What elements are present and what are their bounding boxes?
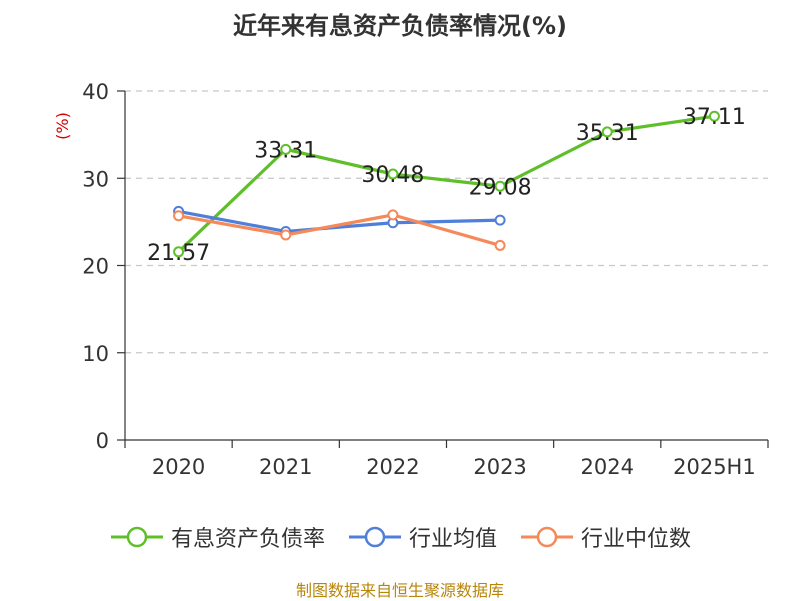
- data-label: 35.31: [576, 121, 639, 146]
- data-point[interactable]: [708, 110, 720, 122]
- y-tick-label: 30: [82, 167, 109, 191]
- legend-item-industry-median[interactable]: 行业中位数: [519, 521, 691, 553]
- data-point[interactable]: [494, 180, 506, 192]
- data-source-footer: 制图数据来自恒生聚源数据库: [295, 581, 504, 600]
- data-label: 37.11: [683, 105, 746, 130]
- data-point[interactable]: [387, 168, 399, 180]
- data-point[interactable]: [173, 246, 185, 258]
- data-label: 30.48: [361, 163, 424, 188]
- legend-label: 行业中位数: [581, 527, 692, 552]
- series-line-1: [178, 209, 501, 234]
- data-label: 33.31: [254, 138, 317, 163]
- legend-label: 有息资产负债率: [170, 527, 325, 552]
- x-tick-label: 2021: [259, 455, 312, 479]
- y-tick-label: 20: [82, 255, 109, 279]
- legend-marker-icon: [110, 526, 163, 548]
- legend-item-debt-ratio[interactable]: 有息资产负债率: [109, 521, 325, 553]
- series-line-0: [177, 114, 715, 253]
- data-point[interactable]: [601, 126, 613, 138]
- data-label: 29.08: [469, 175, 532, 200]
- x-tick-label: 2024: [581, 455, 634, 479]
- y-tick-label: 40: [82, 80, 109, 104]
- data-point[interactable]: [387, 209, 399, 221]
- y-tick-label: 0: [96, 429, 109, 453]
- series-line-2: [178, 213, 501, 247]
- data-point[interactable]: [494, 214, 506, 226]
- x-tick-label: 2023: [473, 455, 526, 479]
- data-point[interactable]: [280, 143, 292, 155]
- x-tick-label: 2025H1: [673, 455, 756, 479]
- y-axis-unit-label: (%): [53, 112, 72, 140]
- legend-marker-icon: [521, 526, 573, 548]
- data-point[interactable]: [494, 239, 506, 251]
- legend-marker-icon: [348, 526, 401, 548]
- x-tick-label: 2020: [152, 455, 205, 479]
- x-tick-label: 2022: [366, 455, 419, 479]
- legend: 有息资产负债率 行业均值 行业中位数: [0, 520, 800, 554]
- y-tick-label: 10: [82, 342, 109, 366]
- legend-label: 行业均值: [408, 527, 497, 552]
- data-point[interactable]: [173, 210, 185, 222]
- chart-title: 近年来有息资产负债率情况(%): [233, 12, 567, 40]
- data-label: 21.57: [147, 241, 210, 266]
- data-point[interactable]: [280, 229, 292, 241]
- legend-item-industry-mean[interactable]: 行业均值: [347, 521, 497, 553]
